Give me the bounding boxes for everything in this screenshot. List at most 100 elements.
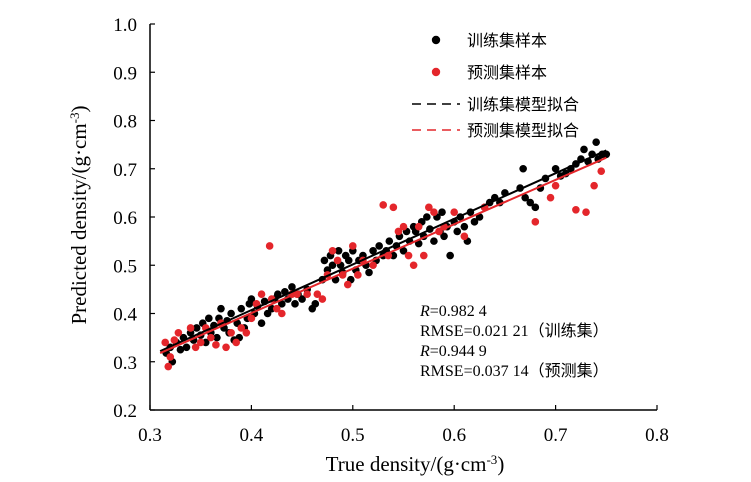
test-sample-point [425, 203, 433, 212]
x-tick-label: 0.6 [442, 425, 466, 446]
stat-symbol: R [419, 343, 430, 360]
y-tick-label: 0.2 [113, 401, 137, 422]
test-sample-point [430, 208, 438, 216]
stat-line: RMSE=0.021 21（训练集） [420, 322, 609, 340]
test-sample-point [582, 208, 590, 216]
test-sample-point [196, 338, 205, 347]
legend-label: 训练集样本 [467, 31, 547, 50]
train-sample-point [213, 333, 221, 342]
legend-item: 预测集模型拟合 [412, 121, 579, 140]
x-tick-label: 0.4 [240, 425, 264, 446]
test-fit-line [159, 156, 607, 354]
x-tick-label: 0.3 [138, 425, 162, 446]
legend-item: 预测集样本 [431, 63, 547, 82]
test-sample-point [265, 242, 274, 250]
test-sample-point [166, 353, 175, 361]
test-sample-point [278, 309, 286, 318]
x-axis-title-superscript: -3 [486, 452, 497, 467]
train-sample-point [291, 300, 299, 308]
test-sample-point [222, 343, 230, 352]
y-tick-label: 0.3 [113, 353, 137, 374]
legend-label: 训练集模型拟合 [467, 95, 579, 114]
y-tick-label: 0.4 [113, 305, 137, 326]
stat-line: RMSE=0.037 14（预测集） [420, 362, 609, 380]
train-sample-point [453, 227, 462, 236]
train-sample-point [385, 237, 394, 245]
test-sample-point [164, 362, 173, 371]
test-sample-point [313, 290, 322, 299]
train-sample-point [320, 256, 329, 265]
train-sample-point [460, 222, 469, 231]
stat-line: R=0.982 4 [419, 303, 487, 320]
test-sample-point [303, 290, 311, 299]
test-sample-point [404, 251, 413, 260]
y-tick-label: 0.6 [113, 208, 137, 229]
axes [149, 24, 657, 411]
test-sample-point [186, 324, 195, 332]
test-sample-point [419, 251, 428, 260]
test-sample-point [572, 205, 580, 214]
train-sample-point [247, 295, 256, 303]
train-sample-point [475, 213, 484, 221]
test-sample-point [551, 181, 560, 190]
train-sample-point [257, 319, 266, 327]
y-axis-title-superscript: -3 [67, 112, 82, 123]
train-sample-point [440, 232, 448, 241]
test-sample-point [409, 261, 418, 270]
test-sample-point [394, 227, 403, 236]
test-sample-point [590, 181, 598, 190]
legend-item: 训练集样本 [431, 31, 547, 50]
x-tick-label: 0.8 [645, 425, 669, 446]
test-sample-point [450, 208, 459, 216]
train-sample-point [580, 145, 588, 154]
test-sample-point [328, 246, 337, 255]
train-sample-point [205, 314, 213, 323]
test-sample-point [318, 295, 327, 303]
test-sample-point [232, 338, 240, 347]
test-sample-point [399, 222, 408, 231]
train-sample-point [227, 309, 235, 318]
train-sample-point [375, 242, 383, 250]
train-sample-point [298, 295, 306, 303]
test-sample-point [349, 242, 357, 250]
train-sample-point [438, 208, 446, 216]
test-sample-point [191, 343, 200, 352]
train-sample-point [470, 218, 479, 226]
y-tick-label: 1.0 [113, 15, 137, 36]
y-tick-label: 0.9 [113, 63, 137, 84]
train-sample-point [328, 261, 337, 270]
test-sample-point [272, 304, 281, 313]
stat-symbol: R [419, 303, 430, 320]
test-sample-point [597, 167, 606, 175]
train-sample-point [519, 164, 527, 173]
train-sample-point [278, 300, 286, 308]
x-tick-label: 0.7 [544, 425, 568, 446]
test-sample-point [161, 338, 170, 347]
train-sample-point [176, 345, 185, 354]
legend-label: 预测集模型拟合 [467, 121, 579, 140]
test-sample-point [257, 290, 266, 299]
y-axis-title: Predicted density/(g·cm-3) [67, 105, 92, 324]
test-sample-point [389, 203, 398, 212]
stat-line: R=0.944 9 [419, 343, 487, 360]
y-tick-label: 0.5 [113, 256, 137, 277]
test-sample-point [212, 341, 220, 349]
test-sample-point [333, 256, 342, 265]
train-sample-point [273, 290, 282, 299]
y-tick-label: 0.8 [113, 112, 137, 133]
stat-value: =0.982 4 [430, 303, 487, 320]
train-sample-point [217, 304, 225, 313]
train-sample-point [369, 246, 377, 255]
y-tick-label: 0.7 [113, 160, 137, 181]
test-sample-point [460, 232, 469, 241]
train-sample-point [182, 343, 191, 352]
stat-value: RMSE=0.037 14（预测集） [420, 362, 609, 380]
test-sample-point [354, 271, 362, 279]
test-sample-point [242, 329, 251, 337]
fit-lines [159, 149, 607, 354]
train-sample-point [531, 203, 540, 212]
x-ticks: 0.3 0.4 0.5 0.6 0.7 0.8 [138, 405, 669, 446]
